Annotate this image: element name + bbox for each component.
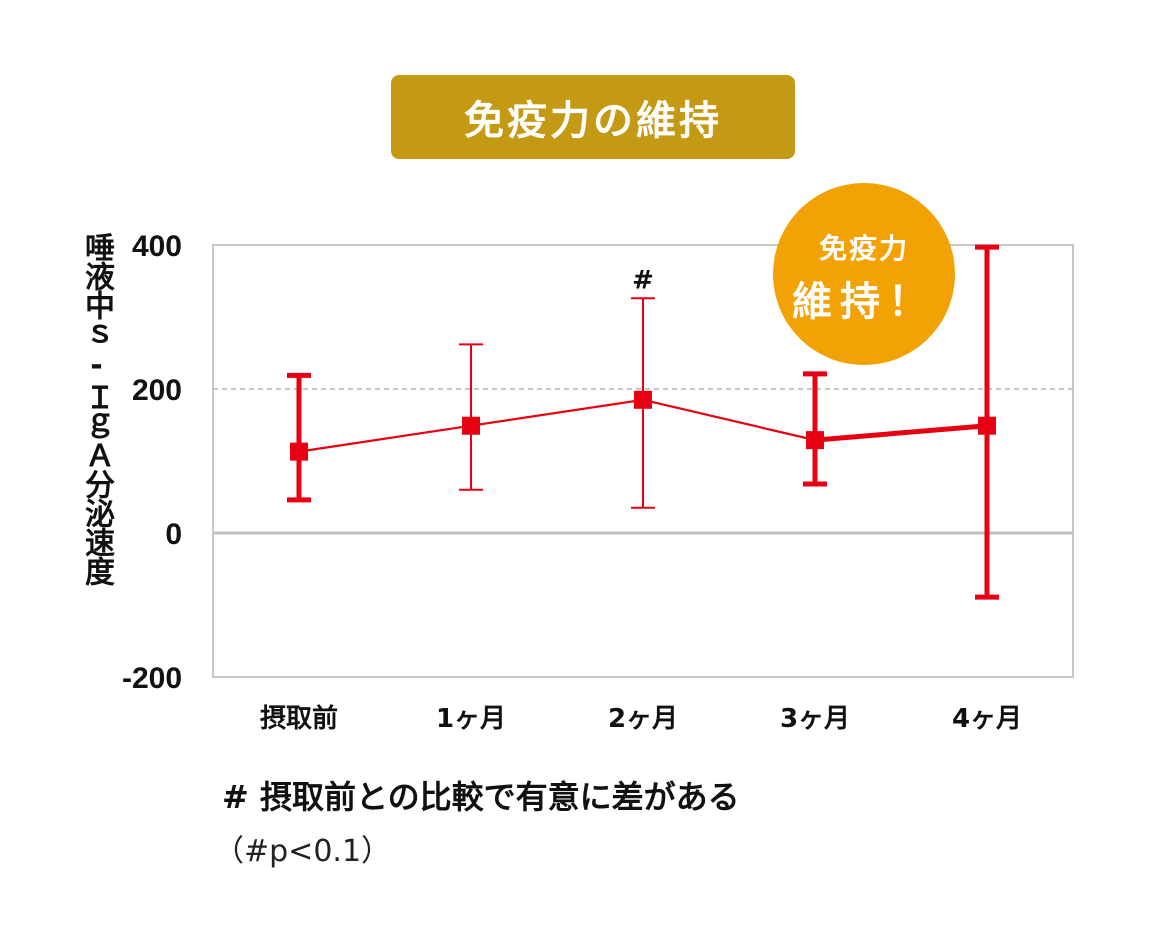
data-point [290, 442, 308, 461]
x-tick-label: 1ヶ月 [436, 704, 506, 734]
footnote-pvalue: （#p<0.1） [214, 834, 392, 869]
data-point [978, 416, 996, 435]
x-tick-label: 2ヶ月 [608, 704, 678, 734]
x-tick-label: 4ヶ月 [952, 704, 1022, 734]
series-line-segment [298, 424, 472, 453]
data-point [634, 390, 652, 409]
immunity-maintained-badge: 免疫力 維持！ [773, 183, 955, 365]
y-tick-label: -200 [122, 662, 182, 695]
chart-title: 免疫力の維持 [391, 75, 795, 159]
y-tick-label: 400 [132, 230, 182, 263]
x-tick-label: 摂取前 [260, 703, 338, 734]
y-axis-label: 唾液中ｓ-ＩｇＡ分泌速度 [79, 232, 114, 585]
badge-line1: 免疫力 [818, 232, 909, 265]
series-line-segment [470, 398, 644, 427]
data-point [806, 431, 824, 450]
badge-line2: 維持！ [792, 279, 936, 325]
series-line-segment [642, 398, 816, 442]
significance-mark: # [632, 265, 654, 295]
data-point [462, 416, 480, 435]
footnote-significance: # 摂取前との比較で有意に差がある [222, 778, 740, 816]
x-tick-label: 3ヶ月 [780, 704, 850, 734]
series-line-segment [814, 423, 988, 443]
plot-frame [212, 244, 1074, 678]
y-tick-label: 0 [165, 518, 182, 551]
y-tick-label: 200 [132, 374, 182, 407]
